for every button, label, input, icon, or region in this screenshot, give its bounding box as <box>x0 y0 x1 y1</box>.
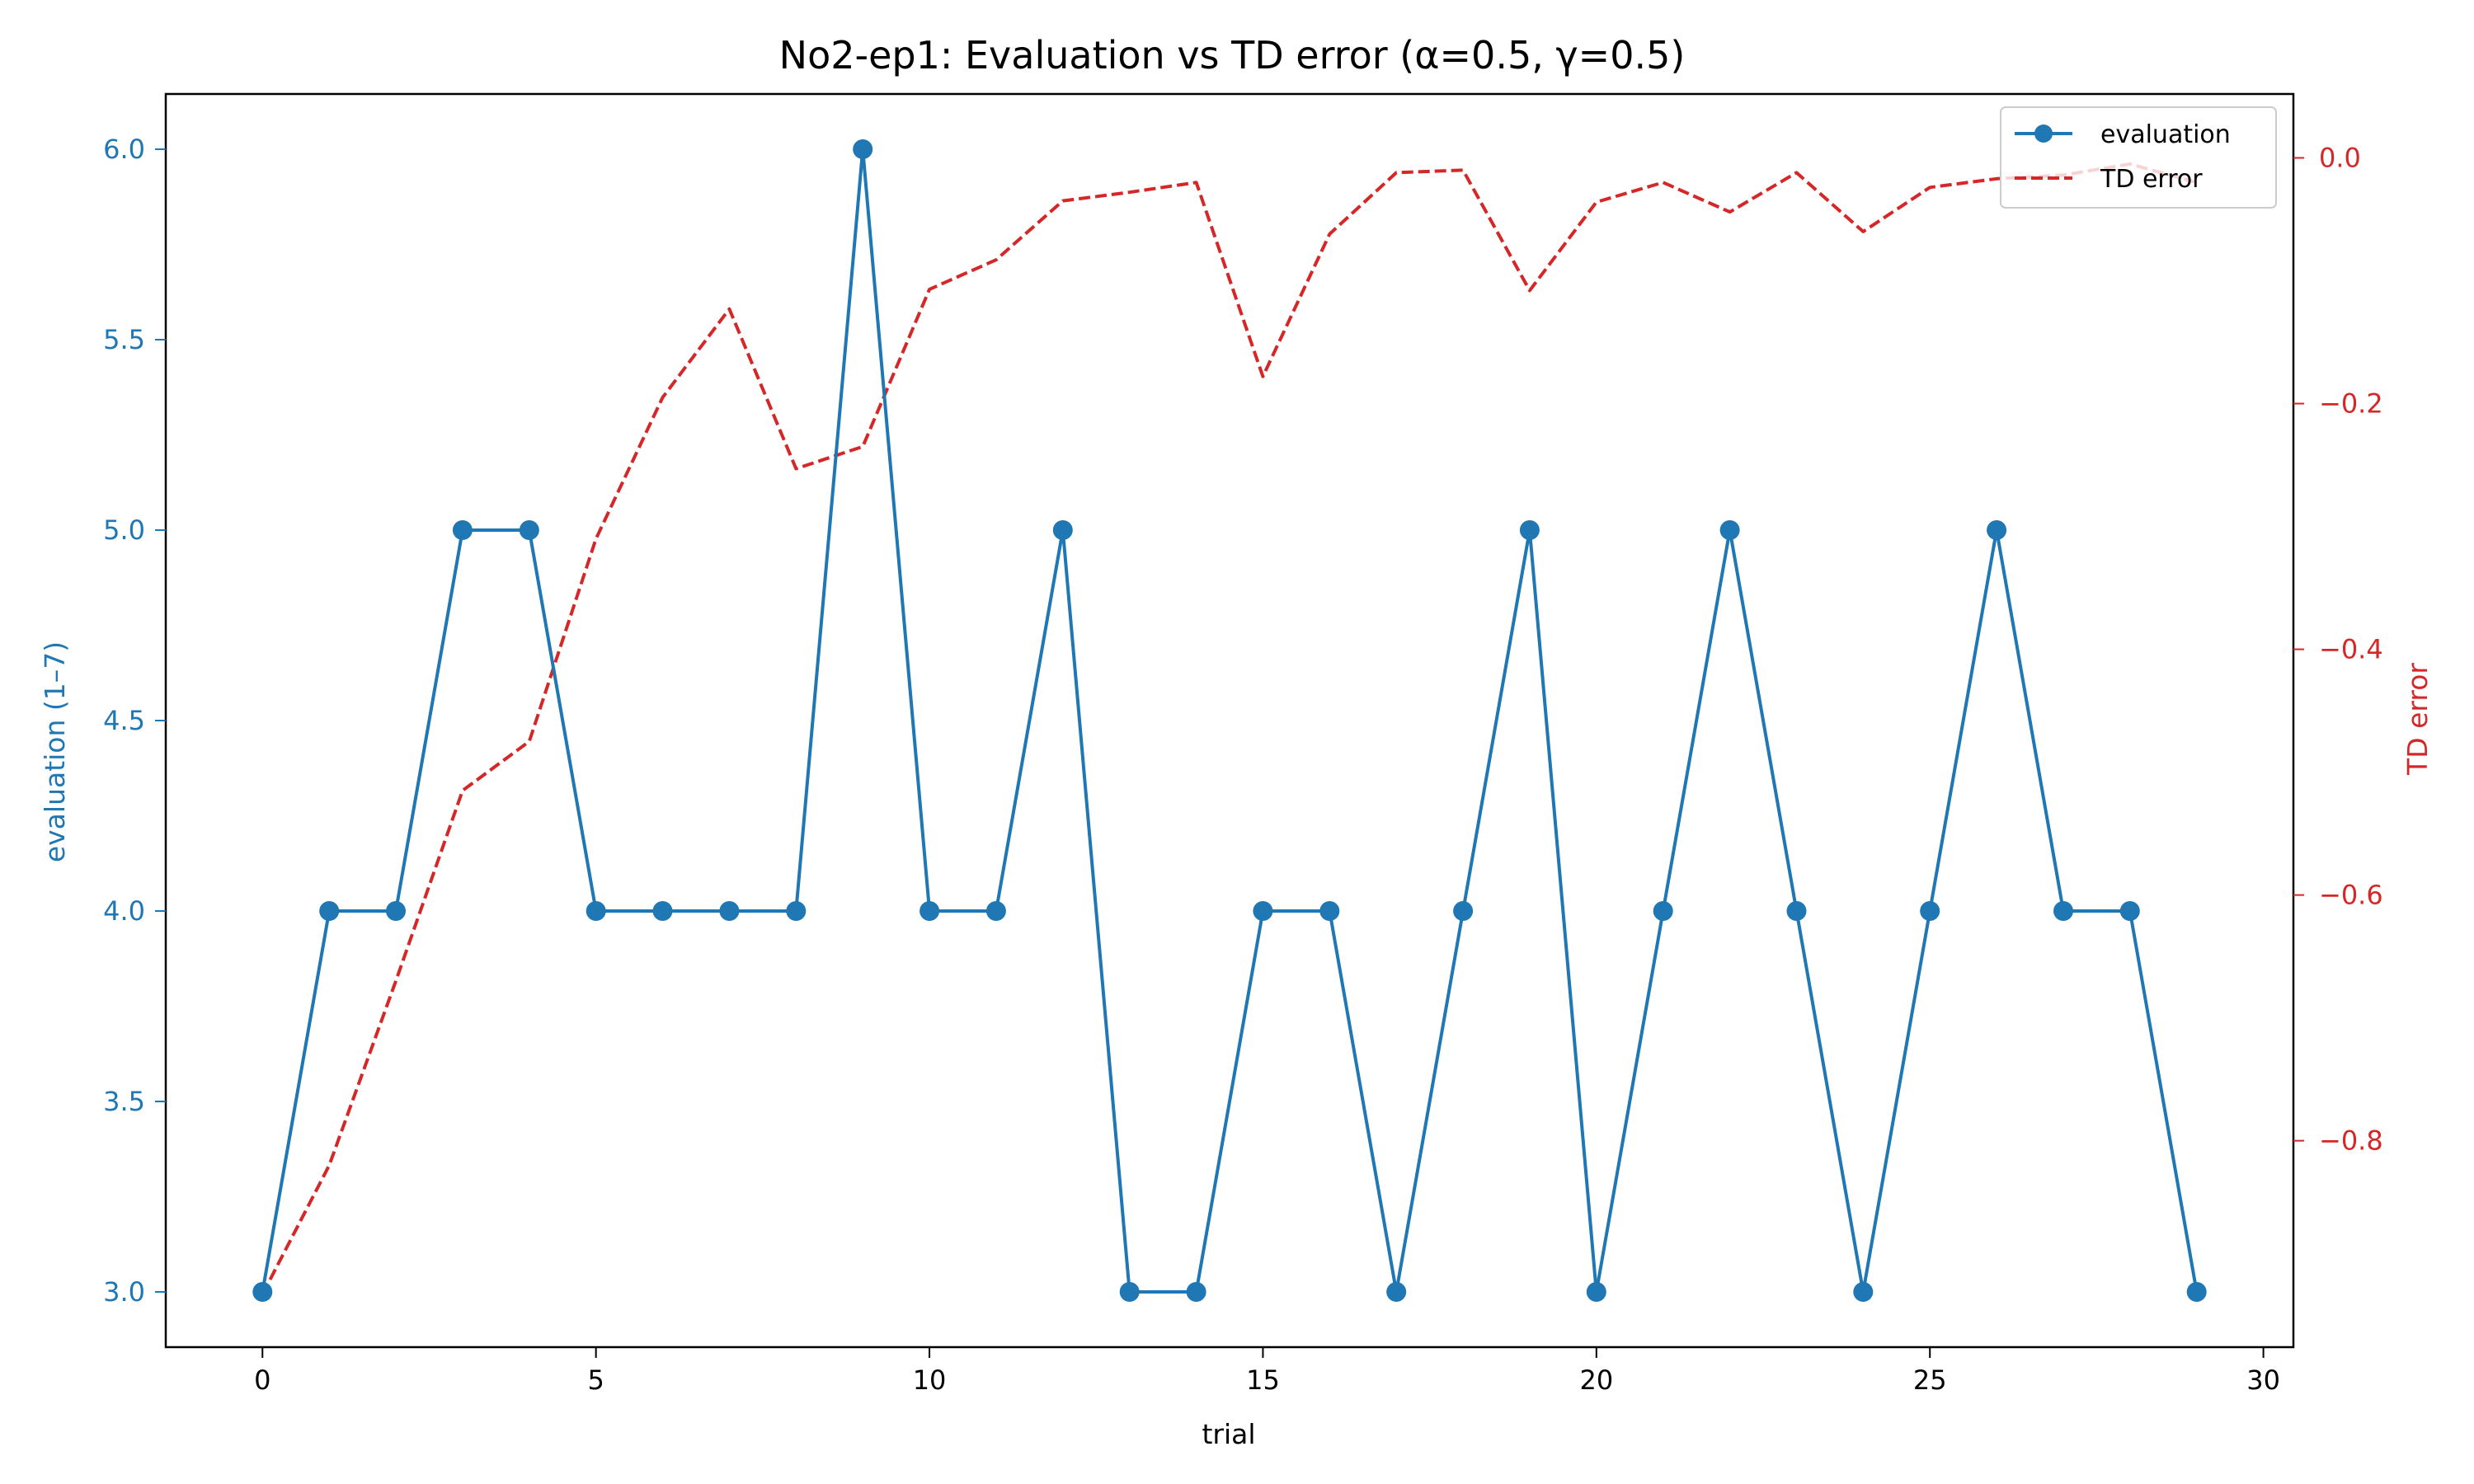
evaluation-point <box>1853 1282 1874 1302</box>
evaluation-point <box>1253 901 1273 921</box>
evaluation-point <box>319 901 340 921</box>
right-y-axis-label: TD error <box>2401 663 2434 776</box>
plot-series <box>252 139 2207 1302</box>
evaluation-point <box>1653 901 1673 921</box>
evaluation-point <box>1987 520 2007 540</box>
left-y-tick-label: 4.5 <box>103 705 145 736</box>
chart-title: No2-ep1: Evaluation vs TD error (α=0.5, … <box>779 33 1686 77</box>
legend: evaluation TD error <box>2000 106 2277 209</box>
evaluation-point <box>1786 901 1807 921</box>
evaluation-point <box>586 901 606 921</box>
x-axis-label: trial <box>1202 1418 1255 1450</box>
right-y-tick-label: −0.8 <box>2319 1125 2383 1157</box>
left-y-tick-label: 5.5 <box>103 324 145 355</box>
evaluation-point <box>1719 520 1740 540</box>
left-y-tick-label: 3.0 <box>103 1276 145 1308</box>
evaluation-point <box>386 901 406 921</box>
evaluation-point <box>519 520 539 540</box>
evaluation-point <box>452 520 473 540</box>
evaluation-point <box>1119 1282 1140 1302</box>
left-y-tick-label: 3.5 <box>103 1086 145 1117</box>
evaluation-point <box>1519 520 1540 540</box>
evaluation-point <box>1052 520 1073 540</box>
x-tick-label: 25 <box>1913 1364 1947 1396</box>
right-y-tick-label: −0.2 <box>2319 388 2383 420</box>
evaluation-point <box>985 901 1006 921</box>
td-error-line <box>261 162 2198 1295</box>
evaluation-point <box>1586 1282 1606 1302</box>
evaluation-point <box>853 139 873 159</box>
evaluation-point <box>920 901 940 921</box>
x-tick-label: 30 <box>2246 1364 2280 1396</box>
evaluation-point <box>1920 901 1940 921</box>
evaluation-point <box>2119 901 2140 921</box>
evaluation-point <box>786 901 807 921</box>
x-tick-label: 0 <box>254 1364 270 1396</box>
legend-evaluation-marker <box>2034 124 2053 143</box>
right-y-tick-label: −0.6 <box>2319 880 2383 911</box>
right-y-tick-label: 0.0 <box>2319 142 2361 173</box>
evaluation-point <box>719 901 740 921</box>
x-tick-label: 10 <box>913 1364 947 1396</box>
left-y-axis-label: evaluation (1–7) <box>39 641 71 862</box>
legend-td-error-label: TD error <box>2100 165 2203 194</box>
evaluation-point <box>2186 1282 2207 1302</box>
left-y-tick-label: 5.0 <box>103 514 145 546</box>
x-tick-label: 5 <box>587 1364 604 1396</box>
plot-axes: 0 5 10 15 20 25 30 3.0 3.5 4.0 4.5 5.0 5.5 6.0 −0.8 −0.… <box>103 92 2383 1396</box>
evaluation-point <box>1186 1282 1206 1302</box>
x-tick-label: 20 <box>1579 1364 1613 1396</box>
evaluation-point <box>1453 901 1474 921</box>
evaluation-point <box>1319 901 1340 921</box>
evaluation-point <box>652 901 673 921</box>
legend-evaluation-label: evaluation <box>2100 120 2231 149</box>
evaluation-point <box>252 1282 273 1302</box>
evaluation-point <box>2053 901 2073 921</box>
right-y-tick-label: −0.4 <box>2319 634 2383 665</box>
evaluation-point <box>1386 1282 1407 1302</box>
left-y-tick-label: 6.0 <box>103 134 145 165</box>
x-tick-label: 15 <box>1246 1364 1280 1396</box>
left-y-tick-label: 4.0 <box>103 895 145 927</box>
evaluation-line <box>261 148 2199 1294</box>
